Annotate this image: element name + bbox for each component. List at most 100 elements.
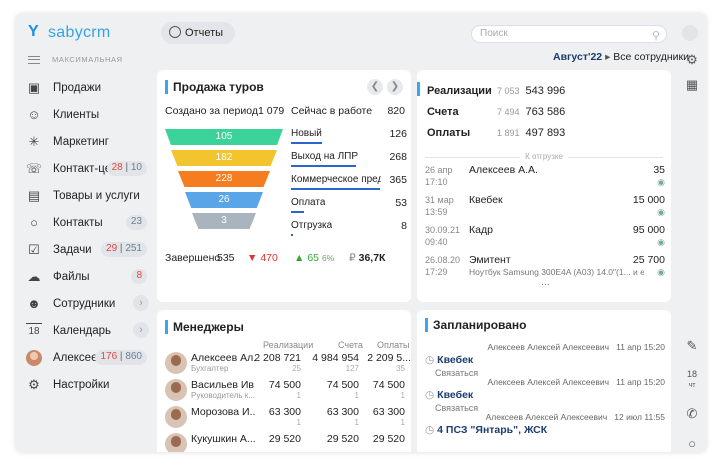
note-icon[interactable]: ✎ [686,338,698,353]
payments-count: 1 [400,418,405,427]
funnel-stage-4[interactable]: 26 [185,192,263,208]
tours-card: Продажа туров ❮ ❯ Создано за период 1 079… [157,70,411,302]
deal-name: Квебек [469,194,503,206]
gear-icon[interactable]: ⚙ [686,52,698,67]
avatar [165,352,187,374]
kpi-count: 7 053 [497,86,520,96]
eye-icon[interactable]: ◉ [657,267,665,277]
eye-icon[interactable]: ◉ [657,207,665,217]
stage-name: Отгрузка [291,220,333,231]
sidebar-item-tasks[interactable]: ☑ Задачи 29 | 251 [16,236,153,263]
sidebar-item-profile[interactable]: Алексеев 176 | 860 [16,344,153,371]
deal-date: 31 мар 13:59 [425,195,454,217]
sidebar-item-label: Алексеев [53,351,104,364]
stage-row[interactable]: Выход на ЛПР 268 [291,151,407,175]
tours-title[interactable]: Продажа туров [165,80,264,94]
won-block[interactable]: ▲ 65 6% [294,252,334,264]
employees-filter[interactable]: Все сотрудники [613,51,689,63]
deal-name: Алексеев А.А. [469,164,538,176]
sales-value: 29 520 [268,433,301,445]
briefcase-icon: ▣ [27,79,41,95]
search-input[interactable]: Поиск ⚲ [471,25,667,43]
funnel-stage-3[interactable]: 228 [178,171,270,187]
sidebar-item-settings[interactable]: ⚙ Настройки [16,371,153,398]
kpi-row[interactable]: Оплаты 1 891 497 893 [427,127,565,139]
period-filter[interactable]: Август'22 ▸ Все сотрудники [553,51,689,63]
deal-name: Эмитент [469,254,511,266]
chevron-left-icon[interactable]: ❮ [367,79,383,95]
kpi-label: Счета [427,106,459,118]
stage-name: Коммерческое пред... [291,174,381,185]
stage-row[interactable]: Оплата 53 [291,197,407,221]
reports-button[interactable]: Отчеты [161,22,236,44]
stage-bar [291,142,322,144]
manager-row[interactable]: Васильев Ив...Руководитель к...74 500174… [165,378,405,404]
sidebar-item-marketing[interactable]: ✳ Маркетинг [16,128,153,155]
kpi-value: 543 996 [525,85,566,97]
manager-row[interactable]: Кукушкин А... 29 520 29 520 29 520 [165,432,405,452]
chevron-right-icon[interactable]: › [133,322,149,338]
app-logo[interactable]: Y sabycrm [26,22,146,44]
grid-icon[interactable]: ▦ [685,77,699,92]
ruble-icon: ₽ [349,252,356,264]
chevron-right-icon[interactable]: ❯ [387,79,403,95]
deal-amount: 15 000 [632,194,665,206]
chat-icon[interactable]: ○ [688,436,696,451]
invoices-value: 4 984 954 [312,352,359,364]
kpi-label: Оплаты [427,127,471,139]
sidebar-item-sales[interactable]: ▣ Продажи [16,74,153,101]
manager-row[interactable]: Морозова И... 63 300 1 63 300 1 63 300 1 [165,405,405,431]
sidebar-item-label: Контакт-це [53,162,111,175]
deal-item[interactable]: 26 апр 17:10 Алексеев А.А. 35 ◉ [425,164,665,192]
menu-bar: МАКСИМАЛЬНАЯ [28,54,148,66]
revenue-value: 36,7К [358,252,386,264]
funnel-stage-5[interactable]: 3 [192,213,256,229]
managers-title[interactable]: Менеджеры [165,320,244,334]
kpi-row[interactable]: Счета 7 494 763 586 [427,106,565,118]
planned-item[interactable]: Алексеев Алексей Алексеевич 11 апр 15:20… [425,342,665,378]
sales-value: 63 300 [268,406,301,418]
deal-item[interactable]: 26.08.20 17:29 Эмитент 25 700 Ноутбук Samsun… [425,254,665,282]
phone-icon[interactable]: ✆ [686,406,698,421]
planned-item[interactable]: Алексеев Алексей Алексеевич 12 июл 11:55… [425,412,665,448]
sidebar-item-goods[interactable]: ▤ Товары и услуги [16,182,153,209]
planned-card: Запланировано Алексеев Алексей Алексееви… [417,310,671,452]
kpi-row[interactable]: Реализации 7 053 543 996 [427,85,565,97]
date-widget[interactable]: 18 чт [684,369,700,389]
menu-icon[interactable] [28,56,40,64]
manager-row[interactable]: Алексеев Ал... Бухгалтер 2 208 721 25 4 984 … [165,351,411,377]
eye-icon[interactable]: ◉ [657,237,665,247]
stage-bar [291,211,304,213]
more-button[interactable]: ... [541,276,550,288]
planned-item[interactable]: Алексеев Алексей Алексеевич 11 апр 15:20… [425,377,665,413]
sidebar-item-files[interactable]: ☁ Файлы 8 [16,263,153,290]
stage-row[interactable]: Коммерческое пред... 365 [291,174,407,198]
sidebar-item-contacts[interactable]: ○ Контакты 23 [16,209,153,236]
sidebar-item-contact-center[interactable]: ☏ Контакт-це 28 | 10 [16,155,153,182]
deal-item[interactable]: 30.09.21 09:40 Кадр 95 000 ◉ [425,224,665,252]
stage-row[interactable]: Новый 126 [291,128,407,152]
sidebar-item-clients[interactable]: ☺ Клиенты [16,101,153,128]
funnel-stage-1[interactable]: 105 [165,129,283,145]
chevron-right-icon[interactable]: › [133,295,149,311]
period-value[interactable]: Август'22 [553,51,603,63]
logo-text: sabycrm [48,24,111,41]
user-avatar[interactable] [682,25,698,41]
planned-title-text: ◷ Квебек [425,354,474,366]
deal-item[interactable]: 31 мар 13:59 Квебек 15 000 ◉ [425,194,665,222]
sidebar-item-label: Товары и услуги [53,189,140,202]
top-bar: Отчеты Поиск ⚲ Август'22 ▸ Все сотрудники [153,14,706,63]
stage-row[interactable]: Отгрузка 8 [291,220,407,244]
thumbs-down-icon: ▼ [247,252,258,264]
sidebar-item-calendar[interactable]: 18 Календарь › [16,317,153,344]
funnel-stage-2[interactable]: 182 [171,150,277,166]
eye-icon[interactable]: ◉ [657,177,665,187]
manager-name: Васильев Ив... [191,379,255,391]
count-badge: 176 | 860 [95,350,147,365]
sidebar-item-employees[interactable]: ☻ Сотрудники › [16,290,153,317]
payments-value: 2 209 5... [367,352,411,364]
revenue-block[interactable]: ₽ 36,7К [349,252,385,264]
planned-title[interactable]: Запланировано [425,318,527,332]
search-icon[interactable]: ⚲ [651,30,660,42]
lost-block[interactable]: ▼ 470 [247,252,278,264]
